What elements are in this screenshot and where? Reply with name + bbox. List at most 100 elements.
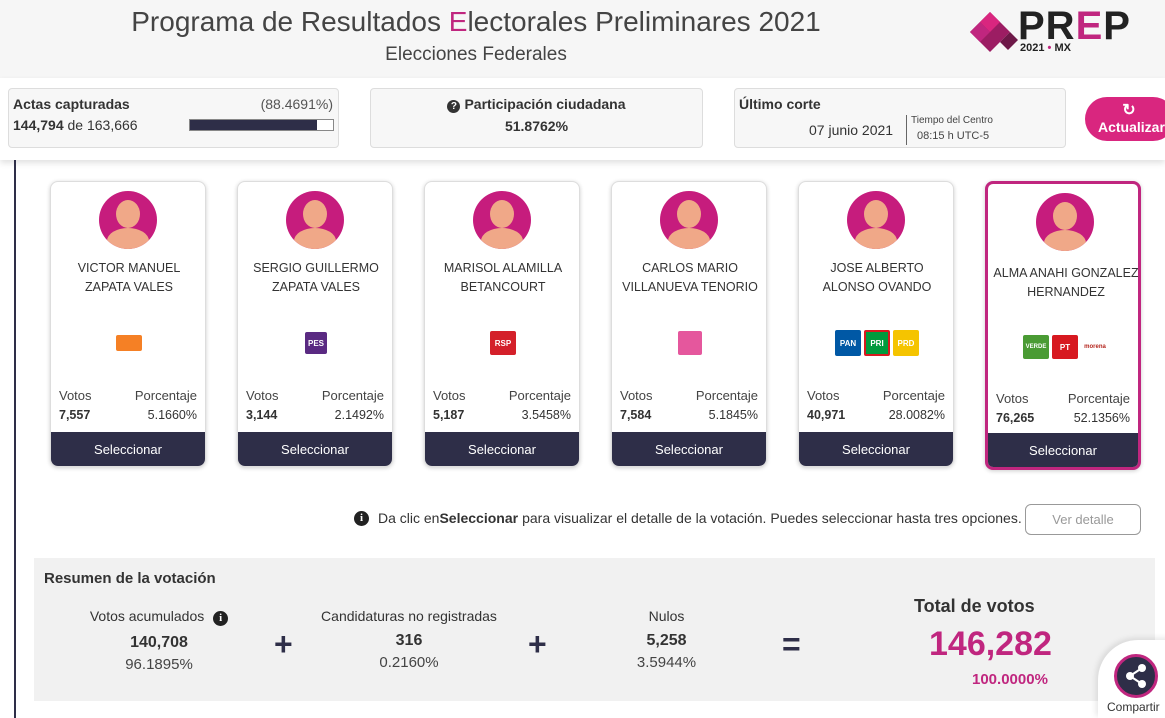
candidate-votes: 76,265 bbox=[996, 411, 1035, 425]
party-logos bbox=[51, 328, 205, 358]
porcentaje-label: Porcentaje bbox=[321, 388, 384, 403]
actas-box: Actas capturadas (88.4691%) 144,794 de 1… bbox=[8, 88, 339, 148]
candidate-name: MARISOL ALAMILLA BETANCOURT bbox=[443, 261, 563, 294]
select-candidate-button[interactable]: Seleccionar bbox=[425, 432, 579, 466]
select-candidate-button[interactable]: Seleccionar bbox=[612, 432, 766, 466]
prep-logo-text: PREP bbox=[1018, 4, 1131, 48]
actas-progress-bar bbox=[189, 119, 334, 131]
votos-label: Votos bbox=[996, 391, 1029, 406]
summary-title: Resumen de la votación bbox=[44, 570, 216, 587]
corte-divider bbox=[906, 115, 907, 145]
select-candidate-button[interactable]: Seleccionar bbox=[799, 432, 953, 466]
corte-label: Último corte bbox=[739, 96, 821, 112]
party-logo-morena: morena bbox=[1081, 339, 1109, 355]
total-label: Total de votos bbox=[914, 596, 1035, 616]
participacion-value: 51.8762% bbox=[504, 118, 569, 134]
candidate-percentage: 2.1492% bbox=[334, 408, 384, 422]
candidate-name: CARLOS MARIO VILLANUEVA TENORIO bbox=[622, 261, 758, 294]
prep-logo-subtitle: 2021 • MX bbox=[1020, 42, 1071, 54]
share-label: Compartir bbox=[1107, 700, 1160, 714]
porcentaje-label: Porcentaje bbox=[508, 388, 571, 403]
candidate-percentage: 5.1660% bbox=[147, 408, 197, 422]
votos-label: Votos bbox=[433, 388, 466, 403]
candidate-votes: 40,971 bbox=[807, 408, 846, 422]
votos-label: Votos bbox=[59, 388, 92, 403]
candidate-card[interactable]: VICTOR MANUEL ZAPATA VALES Votos Porcent… bbox=[50, 181, 206, 467]
party-logo-rsp: RSP bbox=[490, 331, 516, 355]
refresh-label: Actualizar bbox=[1098, 119, 1165, 135]
share-icon bbox=[1126, 664, 1146, 688]
candidate-avatar bbox=[847, 191, 905, 249]
participacion-label: ? Participación ciudadana bbox=[371, 96, 702, 113]
corte-date: 07 junio 2021 bbox=[809, 122, 894, 138]
candidate-percentage: 28.0082% bbox=[888, 408, 945, 422]
equals-sign: = bbox=[782, 626, 801, 662]
porcentaje-label: Porcentaje bbox=[134, 388, 197, 403]
candidate-card[interactable]: SERGIO GUILLERMO ZAPATA VALES PES Votos … bbox=[237, 181, 393, 467]
party-logo-pri: PRI bbox=[864, 330, 890, 356]
corte-time: 08:15 h UTC-5 bbox=[917, 130, 990, 142]
refresh-icon: ↻ bbox=[1122, 102, 1136, 119]
select-candidate-button[interactable]: Seleccionar bbox=[988, 433, 1138, 467]
candidate-avatar bbox=[99, 191, 157, 249]
actas-label: Actas capturadas bbox=[13, 96, 130, 112]
candidate-card[interactable]: CARLOS MARIO VILLANUEVA TENORIO Votos Po… bbox=[611, 181, 767, 467]
share-button[interactable] bbox=[1114, 654, 1158, 698]
votos-label: Votos bbox=[807, 388, 840, 403]
plus-sign: + bbox=[528, 626, 547, 662]
party-logos bbox=[612, 328, 766, 358]
nulos-value: 5,258 bbox=[646, 632, 687, 649]
total-percentage: 100.0000% bbox=[972, 671, 1048, 688]
actas-count: 144,794 de 163,666 bbox=[13, 117, 138, 133]
page-title: Programa de Resultados Electorales Preli… bbox=[131, 6, 821, 37]
corte-box: Último corte 07 junio 2021 Tiempo del Ce… bbox=[734, 88, 1066, 148]
question-icon[interactable]: ? bbox=[447, 100, 461, 113]
candidate-card[interactable]: JOSE ALBERTO ALONSO OVANDO PAN PRI PRD Vot… bbox=[798, 181, 954, 467]
candidate-percentage: 3.5458% bbox=[521, 408, 571, 422]
select-candidate-button[interactable]: Seleccionar bbox=[51, 432, 205, 466]
candidate-name: JOSE ALBERTO ALONSO OVANDO bbox=[822, 261, 932, 294]
nulos-column: Nulos 5,258 3.5944% bbox=[594, 608, 739, 671]
acumulados-label: Votos acumulados i bbox=[74, 608, 244, 626]
candidate-card[interactable]: MARISOL ALAMILLA BETANCOURT RSP Votos Po… bbox=[424, 181, 580, 467]
page-subtitle: Elecciones Federales bbox=[385, 44, 567, 65]
candidate-card[interactable]: ALMA ANAHI GONZALEZ HERNANDEZ VERDE PT mor… bbox=[985, 181, 1141, 470]
info-text: i Da clic en Seleccionar para visualizar… bbox=[354, 510, 1022, 526]
nulos-percentage: 3.5944% bbox=[636, 654, 697, 671]
left-rule bbox=[14, 160, 16, 718]
party-logo-fxm bbox=[678, 331, 702, 355]
party-logo-verde: VERDE bbox=[1023, 335, 1049, 359]
vote-summary: Resumen de la votación Votos acumulados … bbox=[34, 558, 1155, 701]
candidate-name: ALMA ANAHI GONZALEZ HERNANDEZ bbox=[993, 266, 1139, 299]
party-logos: PAN PRI PRD bbox=[799, 328, 953, 358]
nulos-label: Nulos bbox=[648, 608, 685, 624]
porcentaje-label: Porcentaje bbox=[1067, 391, 1130, 406]
no-registradas-value: 316 bbox=[395, 632, 423, 649]
acumulados-column: Votos acumulados i 140,708 96.1895% bbox=[74, 608, 244, 673]
porcentaje-label: Porcentaje bbox=[695, 388, 758, 403]
ver-detalle-button[interactable]: Ver detalle bbox=[1025, 504, 1141, 535]
candidate-percentage: 5.1845% bbox=[708, 408, 758, 422]
party-logos: VERDE PT morena bbox=[988, 332, 1138, 362]
actas-progress-fill bbox=[190, 120, 317, 130]
total-value: 146,282 bbox=[929, 625, 1052, 663]
share-widget: Compartir bbox=[1098, 640, 1165, 718]
candidate-avatar bbox=[286, 191, 344, 249]
porcentaje-label: Porcentaje bbox=[882, 388, 945, 403]
candidate-name: VICTOR MANUEL ZAPATA VALES bbox=[77, 261, 181, 294]
party-logo-pan: PAN bbox=[835, 330, 861, 356]
party-logos: RSP bbox=[425, 328, 579, 358]
candidate-avatar bbox=[660, 191, 718, 249]
acumulados-info-icon[interactable]: i bbox=[213, 611, 229, 626]
party-logo-pes: PES bbox=[305, 332, 327, 354]
party-logo-prd: PRD bbox=[893, 330, 919, 356]
participacion-box: ? Participación ciudadana 51.8762% bbox=[370, 88, 703, 148]
prep-logo[interactable]: PREP 2021 • MX bbox=[966, 4, 1136, 58]
candidate-votes: 7,557 bbox=[59, 408, 91, 422]
no-registradas-percentage: 0.2160% bbox=[379, 654, 439, 671]
votos-label: Votos bbox=[246, 388, 279, 403]
select-candidate-button[interactable]: Seleccionar bbox=[238, 432, 392, 466]
stats-bar: Actas capturadas (88.4691%) 144,794 de 1… bbox=[0, 78, 1165, 160]
refresh-button[interactable]: ↻ Actualizar bbox=[1085, 97, 1165, 141]
page-header: Programa de Resultados Electorales Preli… bbox=[0, 0, 1165, 78]
